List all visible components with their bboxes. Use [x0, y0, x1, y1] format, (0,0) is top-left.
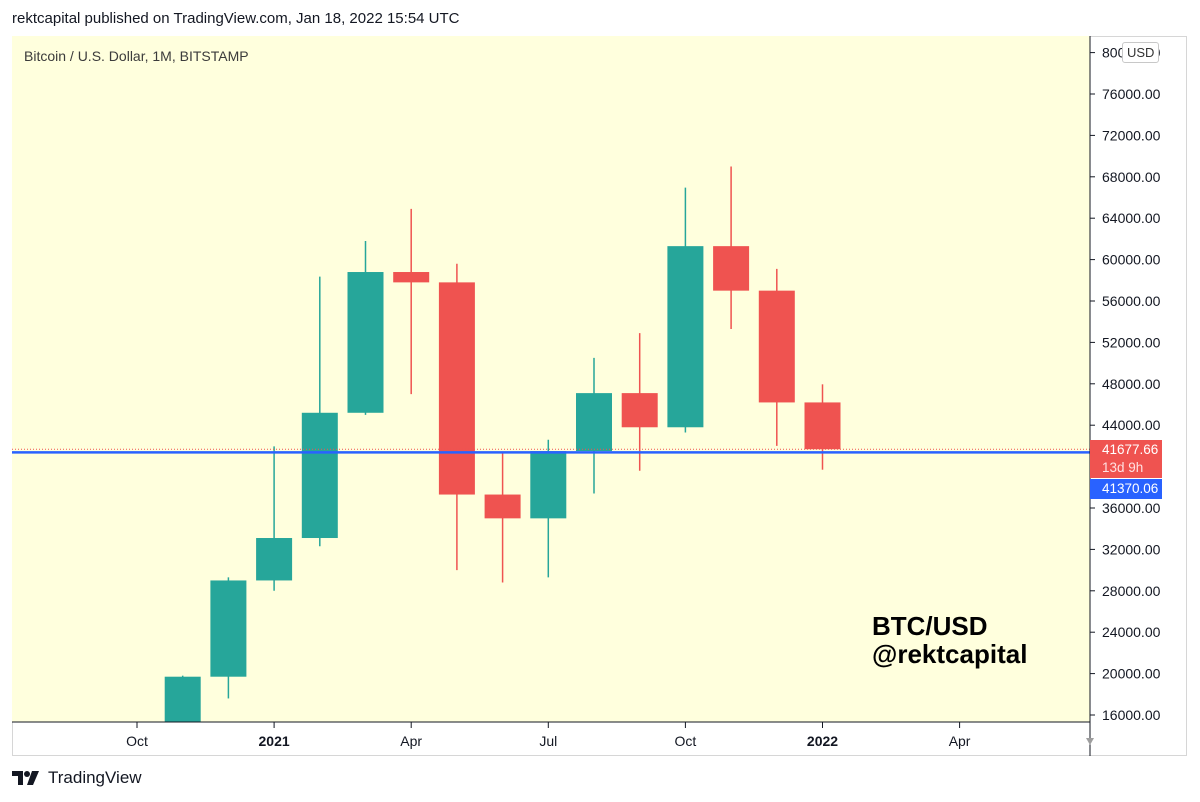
last-price-tag: 41677.66 13d 9h	[1090, 440, 1162, 478]
candle-2021-07[interactable]	[530, 439, 567, 578]
y-tick-label: 24000.00	[1102, 624, 1161, 640]
candle-body	[438, 282, 475, 495]
candle-body	[210, 580, 247, 677]
candle-2021-03[interactable]	[347, 240, 384, 415]
candle-body	[301, 412, 338, 539]
currency-badge[interactable]: USD	[1122, 42, 1160, 63]
candle-2021-04[interactable]	[393, 208, 430, 395]
candle-2021-08[interactable]	[576, 357, 612, 494]
watermark-line1: BTC/USD	[872, 611, 988, 641]
y-tick-label: 76000.00	[1102, 86, 1161, 102]
x-tick-label: Oct	[126, 733, 148, 749]
candle-2020-12[interactable]	[210, 577, 247, 699]
y-tick-label: 64000.00	[1102, 210, 1161, 226]
last-price-value: 41677.66	[1102, 442, 1159, 457]
x-tick-label: Apr	[400, 733, 422, 749]
x-tick-label: 2021	[259, 733, 290, 749]
footer-brand-label: TradingView	[48, 768, 142, 787]
candle-body	[393, 272, 430, 283]
y-tick-label: 16000.00	[1102, 707, 1161, 723]
candle-2021-11[interactable]	[713, 166, 750, 329]
y-tick-label: 56000.00	[1102, 293, 1161, 309]
symbol-legend[interactable]: Bitcoin / U.S. Dollar, 1M, BITSTAMP	[24, 48, 249, 64]
x-tick-label: Oct	[675, 733, 697, 749]
candle-2021-12[interactable]	[758, 268, 795, 446]
candle-2022-01[interactable]	[804, 384, 841, 470]
y-tick-label: 72000.00	[1102, 127, 1161, 143]
candles-group	[164, 166, 841, 722]
candle-body	[713, 246, 750, 291]
x-tick-label: Jul	[539, 733, 557, 749]
plot-area[interactable]	[12, 36, 1090, 722]
candle-body	[621, 393, 658, 428]
y-tick-label: 36000.00	[1102, 500, 1161, 516]
candle-body	[804, 402, 841, 450]
candle-2021-06[interactable]	[484, 453, 521, 583]
candle-body	[256, 538, 293, 581]
scale-handle-icon[interactable]	[1086, 738, 1094, 745]
candlestick-chart[interactable]: 16000.00 20000.00 24000.00 28000.00 32000.00…	[12, 36, 1187, 756]
watermark-line2: @rektcapital	[872, 639, 1028, 669]
y-tick-label: 28000.00	[1102, 583, 1161, 599]
y-axis-ticks: 16000.00 20000.00 24000.00 28000.00 32000.00…	[1090, 45, 1161, 723]
published-line: rektcapital published on TradingView.com…	[12, 10, 460, 27]
candle-2021-01[interactable]	[256, 446, 293, 591]
candle-body	[164, 676, 201, 722]
candle-2021-09[interactable]	[621, 333, 658, 471]
y-tick-label: 48000.00	[1102, 376, 1161, 392]
y-tick-label: 68000.00	[1102, 169, 1161, 185]
y-tick-label: 32000.00	[1102, 541, 1161, 557]
y-tick-label: 60000.00	[1102, 252, 1161, 268]
x-axis-ticks: Oct 2021 Apr Jul Oct 2022 Apr	[126, 722, 971, 749]
candle-body	[530, 451, 567, 519]
candle-2021-02[interactable]	[301, 276, 338, 547]
candle-2020-11[interactable]	[164, 675, 201, 722]
candle-body	[347, 272, 384, 413]
x-tick-label: 2022	[807, 733, 838, 749]
candle-body	[576, 393, 612, 452]
candle-body	[484, 494, 521, 519]
chart-watermark: BTC/USD @rektcapital	[872, 612, 1027, 668]
x-tick-label: Apr	[949, 733, 971, 749]
y-tick-label: 44000.00	[1102, 417, 1161, 433]
y-tick-label: 20000.00	[1102, 666, 1161, 682]
candle-2021-05[interactable]	[438, 263, 475, 571]
y-tick-label: 52000.00	[1102, 334, 1161, 350]
candle-body	[667, 246, 704, 428]
candle-countdown: 13d 9h	[1102, 460, 1144, 475]
tradingview-logo-icon	[12, 771, 39, 785]
hline-price-tag: 41370.06	[1090, 479, 1162, 499]
candle-body	[758, 290, 795, 403]
candle-2021-10[interactable]	[667, 187, 704, 433]
footer-brand[interactable]: TradingView	[12, 768, 142, 788]
